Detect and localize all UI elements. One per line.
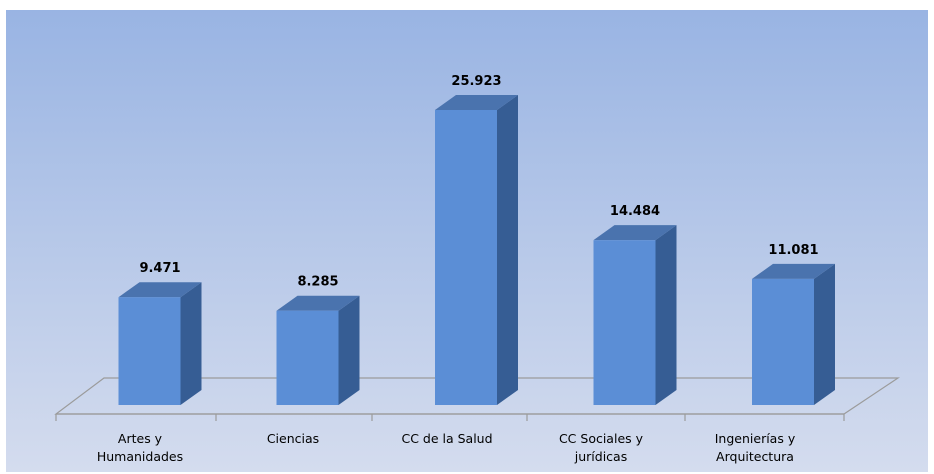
category-tick-label: Arquitectura [716,449,794,464]
category-tick-label: CC Sociales y [559,431,644,446]
data-label: 11.081 [768,243,818,258]
bar-2 [435,95,518,405]
bar-0 [118,282,202,405]
category-tick-label: Artes y [118,431,163,446]
category-tick-label: CC de la Salud [401,431,492,446]
bar-front-face [435,110,497,405]
bar-top-face [118,282,202,298]
bars-group [118,95,835,405]
value-labels-group: 9.471 8.285 25.923 14.484 11.081 [139,74,818,290]
bar-top-face [752,263,835,279]
category-tick-label: jurídicas [574,449,627,464]
bar-1 [276,295,360,405]
bar-top-face [276,295,360,311]
bar-side-face [180,282,202,405]
data-label: 8.285 [297,275,338,290]
data-label: 25.923 [451,74,501,89]
bar-3 [593,225,677,405]
category-tick-label: Ciencias [267,431,319,446]
bar-4 [752,263,835,405]
bar-top-face [435,95,518,110]
bar-side-face [655,225,677,405]
bar-side-face [497,95,518,405]
bar-side-face [814,263,835,405]
category-labels-group: Artes y Humanidades Ciencias CC de la Salud… [97,431,796,464]
data-label: 9.471 [139,261,180,276]
chart-floor [54,377,900,421]
data-label: 14.484 [610,204,660,219]
bar-front-face [118,297,181,405]
bar-side-face [338,295,360,405]
bar-front-face [593,240,656,405]
bar-top-face [593,225,677,241]
bar-front-face [276,310,339,405]
bar-front-face [752,278,814,405]
category-tick-label: Ingenierías y [715,431,796,446]
category-tick-label: Humanidades [97,449,183,464]
